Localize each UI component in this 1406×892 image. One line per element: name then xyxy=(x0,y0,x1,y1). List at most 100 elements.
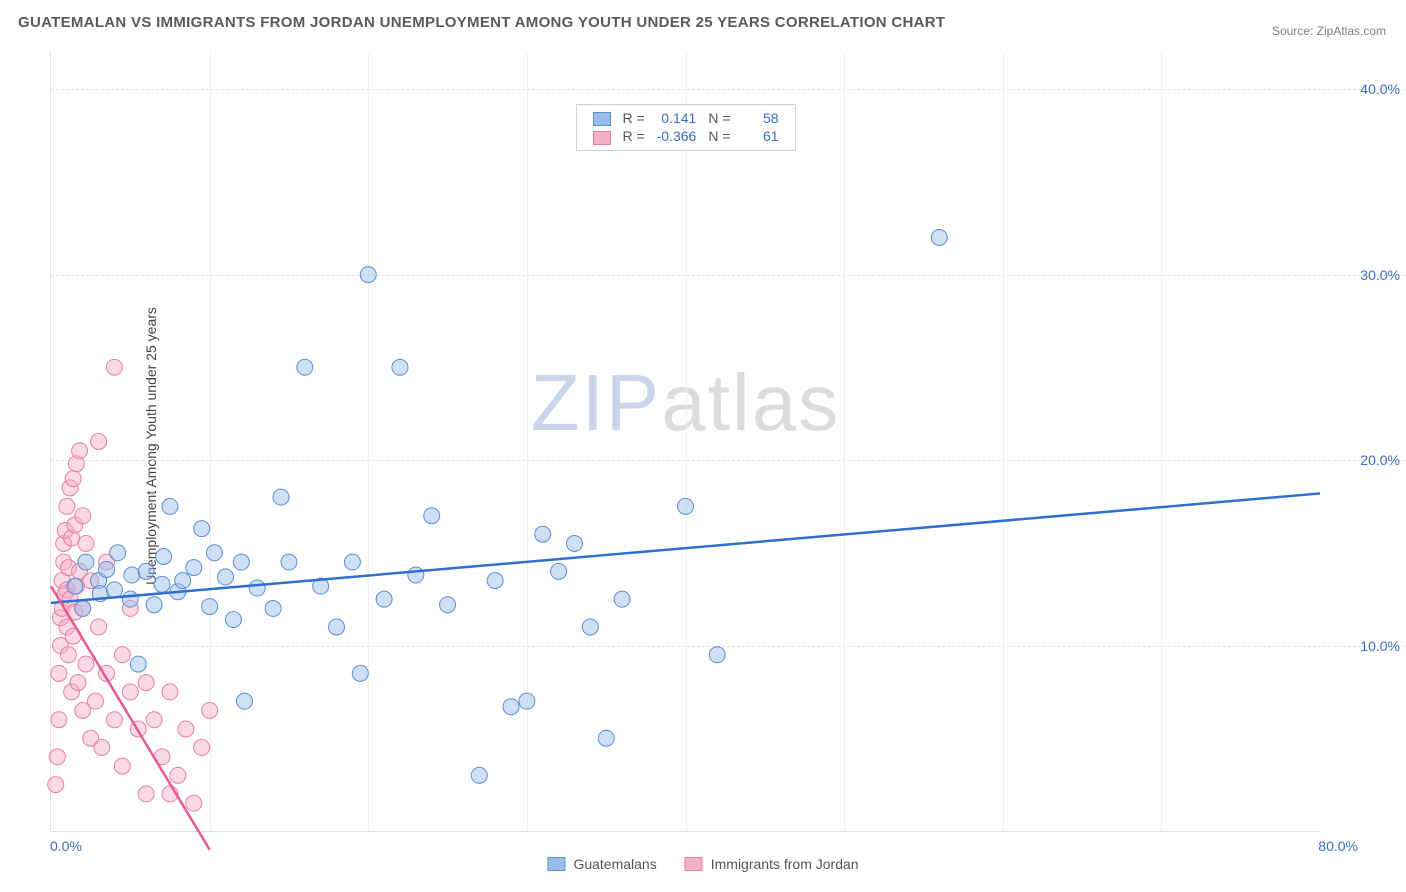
data-point xyxy=(408,567,424,583)
data-point xyxy=(124,567,140,583)
data-point xyxy=(678,498,694,514)
data-point xyxy=(392,359,408,375)
data-point xyxy=(194,521,210,537)
data-point xyxy=(273,489,289,505)
data-point xyxy=(237,693,253,709)
data-point xyxy=(471,767,487,783)
legend-swatch-0 xyxy=(547,857,565,871)
y-tick-label: 20.0% xyxy=(1360,452,1400,468)
data-point xyxy=(162,498,178,514)
data-point xyxy=(178,721,194,737)
data-point xyxy=(138,675,154,691)
data-point xyxy=(138,563,154,579)
data-point xyxy=(146,597,162,613)
plot-area: ZIPatlas R = 0.141 N = 58 R = -0.366 N =… xyxy=(50,52,1320,832)
data-point xyxy=(440,597,456,613)
data-point xyxy=(360,267,376,283)
legend-label-1: Immigrants from Jordan xyxy=(711,856,859,872)
data-point xyxy=(122,591,138,607)
data-point xyxy=(106,582,122,598)
data-point xyxy=(376,591,392,607)
data-point xyxy=(72,443,88,459)
data-point xyxy=(566,536,582,552)
data-point xyxy=(202,702,218,718)
data-point xyxy=(106,359,122,375)
r-label: R = xyxy=(616,109,650,127)
data-point xyxy=(225,612,241,628)
data-point xyxy=(146,712,162,728)
data-point xyxy=(709,647,725,663)
data-point xyxy=(281,554,297,570)
data-point xyxy=(75,600,91,616)
data-point xyxy=(344,554,360,570)
data-point xyxy=(114,758,130,774)
stats-row-1: R = -0.366 N = 61 xyxy=(586,127,784,145)
legend-item-0: Guatemalans xyxy=(547,856,656,872)
legend-bottom: Guatemalans Immigrants from Jordan xyxy=(547,856,858,872)
r-value-0: 0.141 xyxy=(651,109,703,127)
data-point xyxy=(114,647,130,663)
y-tick-label: 10.0% xyxy=(1360,638,1400,654)
data-point xyxy=(48,777,64,793)
stats-row-0: R = 0.141 N = 58 xyxy=(586,109,784,127)
data-point xyxy=(49,749,65,765)
chart-title: GUATEMALAN VS IMMIGRANTS FROM JORDAN UNE… xyxy=(18,14,945,31)
data-point xyxy=(186,795,202,811)
data-point xyxy=(122,684,138,700)
data-point xyxy=(110,545,126,561)
n-value-0: 58 xyxy=(737,109,785,127)
data-point xyxy=(87,693,103,709)
data-point xyxy=(156,549,172,565)
data-point xyxy=(75,508,91,524)
data-point xyxy=(519,693,535,709)
legend-swatch-1 xyxy=(685,857,703,871)
data-point xyxy=(614,591,630,607)
data-point xyxy=(51,665,67,681)
trend-line xyxy=(51,586,210,849)
data-point xyxy=(551,563,567,579)
legend-item-1: Immigrants from Jordan xyxy=(685,856,859,872)
x-tick-max: 80.0% xyxy=(1318,838,1358,854)
data-point xyxy=(503,699,519,715)
data-point xyxy=(78,536,94,552)
data-point xyxy=(162,684,178,700)
data-point xyxy=(78,554,94,570)
data-point xyxy=(352,665,368,681)
data-point xyxy=(91,619,107,635)
n-label: N = xyxy=(702,109,736,127)
data-point xyxy=(931,229,947,245)
swatch-series-0 xyxy=(592,112,610,126)
data-point xyxy=(217,569,233,585)
data-point xyxy=(582,619,598,635)
data-point xyxy=(70,675,86,691)
y-tick-label: 30.0% xyxy=(1360,267,1400,283)
legend-label-0: Guatemalans xyxy=(573,856,656,872)
scatter-svg xyxy=(51,52,1320,831)
data-point xyxy=(154,576,170,592)
data-point xyxy=(194,740,210,756)
correlation-chart: GUATEMALAN VS IMMIGRANTS FROM JORDAN UNE… xyxy=(0,0,1406,892)
data-point xyxy=(598,730,614,746)
data-point xyxy=(106,712,122,728)
data-point xyxy=(329,619,345,635)
data-point xyxy=(59,498,75,514)
source-attribution: Source: ZipAtlas.com xyxy=(1272,24,1386,38)
x-tick-min: 0.0% xyxy=(50,838,82,854)
r-label: R = xyxy=(616,127,650,145)
data-point xyxy=(67,578,83,594)
data-point xyxy=(130,656,146,672)
y-tick-label: 40.0% xyxy=(1360,81,1400,97)
data-point xyxy=(60,647,76,663)
data-point xyxy=(91,434,107,450)
data-point xyxy=(297,359,313,375)
data-point xyxy=(138,786,154,802)
data-point xyxy=(233,554,249,570)
data-point xyxy=(175,573,191,589)
data-point xyxy=(99,561,115,577)
data-point xyxy=(535,526,551,542)
r-value-1: -0.366 xyxy=(651,127,703,145)
data-point xyxy=(424,508,440,524)
n-value-1: 61 xyxy=(737,127,785,145)
data-point xyxy=(94,740,110,756)
data-point xyxy=(487,573,503,589)
